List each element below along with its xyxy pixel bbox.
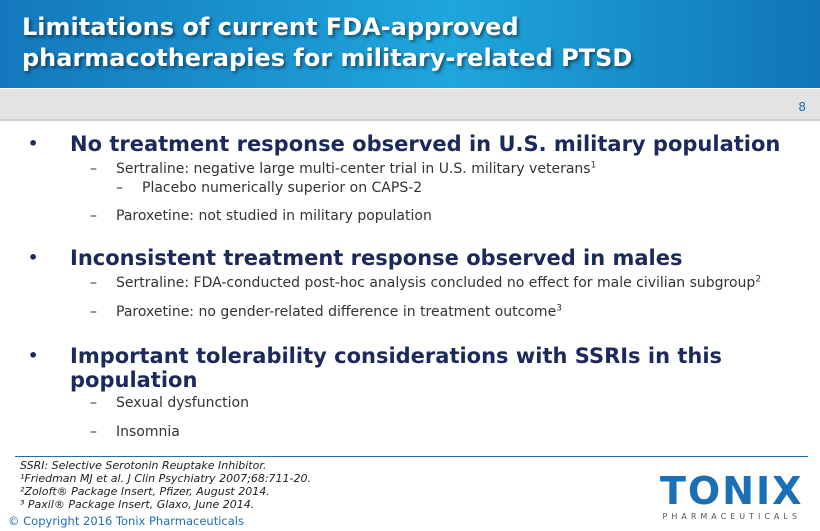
dash-icon: – <box>90 161 97 177</box>
tonix-logo: TONIX PHARMACEUTICALS <box>660 472 803 521</box>
page-number: 8 <box>798 100 806 114</box>
footnote: ²Zoloft® Package Insert, Pfizer, August … <box>20 485 270 498</box>
bullet-1: • No treatment response observed in U.S. … <box>28 132 808 156</box>
footer-divider <box>15 456 808 457</box>
footnote: ³ Paxil® Package Insert, Glaxo, June 201… <box>20 498 255 511</box>
dash-icon: – <box>90 395 97 411</box>
text: Paroxetine: no gender-related difference… <box>116 304 557 320</box>
logo-subtitle: PHARMACEUTICALS <box>662 512 801 521</box>
title-line-2: pharmacotherapies for military-related P… <box>22 44 633 72</box>
dash-icon: – <box>116 180 123 196</box>
superscript: 3 <box>556 303 562 314</box>
sub-bullet: – Sexual dysfunction <box>90 394 808 413</box>
sub-bullet-text: Sertraline: negative large multi-center … <box>116 160 596 179</box>
dash-icon: – <box>90 424 97 440</box>
dash-icon: – <box>90 208 97 224</box>
bullet-icon: • <box>28 134 39 153</box>
bullet-icon: • <box>28 346 39 365</box>
text: Sexual dysfunction <box>116 395 249 411</box>
text: Paroxetine: not studied in military popu… <box>116 208 432 224</box>
superscript: 1 <box>590 160 597 171</box>
superscript: 2 <box>755 274 762 285</box>
sub-bullet: – Sertraline: negative large multi-center… <box>90 160 808 179</box>
bullet-2: • Inconsistent treatment response observe… <box>28 246 808 270</box>
title-banner <box>0 0 820 88</box>
slide-body: • No treatment response observed in U.S. … <box>28 132 808 442</box>
sub-bullet: – Paroxetine: no gender-related differenc… <box>90 303 808 322</box>
logo-wordmark: TONIX <box>660 469 804 513</box>
sub-bullet-text: Paroxetine: no gender-related difference… <box>116 303 562 322</box>
copyright: © Copyright 2016 Tonix Pharmaceuticals <box>8 514 244 528</box>
text: Insomnia <box>116 424 180 440</box>
sub-bullet: – Paroxetine: not studied in military pop… <box>90 207 808 226</box>
dash-icon: – <box>90 304 97 320</box>
sub-sub-bullet: – Placebo numerically superior on CAPS-2 <box>116 179 808 198</box>
bullet-text: Important tolerability considerations wi… <box>70 344 723 392</box>
bullet-icon: • <box>28 248 39 267</box>
footnote: SSRI: Selective Serotonin Reuptake Inhib… <box>20 459 267 472</box>
footnote: ¹Friedman MJ et al. J Clin Psychiatry 20… <box>20 472 311 485</box>
dash-icon: – <box>90 275 97 291</box>
bullet-3: • Important tolerability considerations w… <box>28 344 808 392</box>
footnotes: SSRI: Selective Serotonin Reuptake Inhib… <box>20 459 311 511</box>
sub-bullet: – Sertraline: FDA-conducted post-hoc anal… <box>90 274 808 293</box>
text: Placebo numerically superior on CAPS-2 <box>142 180 423 196</box>
bullet-text: Inconsistent treatment response observed… <box>70 246 683 270</box>
subheader-band <box>0 89 820 121</box>
bullet-text: No treatment response observed in U.S. m… <box>70 132 781 156</box>
title-line-1: Limitations of current FDA-approved <box>22 13 519 41</box>
slide-title: Limitations of current FDA-approved phar… <box>22 12 632 74</box>
sub-bullet: – Insomnia <box>90 423 808 442</box>
sub-bullet-text: Sertraline: FDA-conducted post-hoc analy… <box>116 274 761 293</box>
text: Sertraline: negative large multi-center … <box>116 161 591 177</box>
text: Sertraline: FDA-conducted post-hoc analy… <box>116 275 756 291</box>
